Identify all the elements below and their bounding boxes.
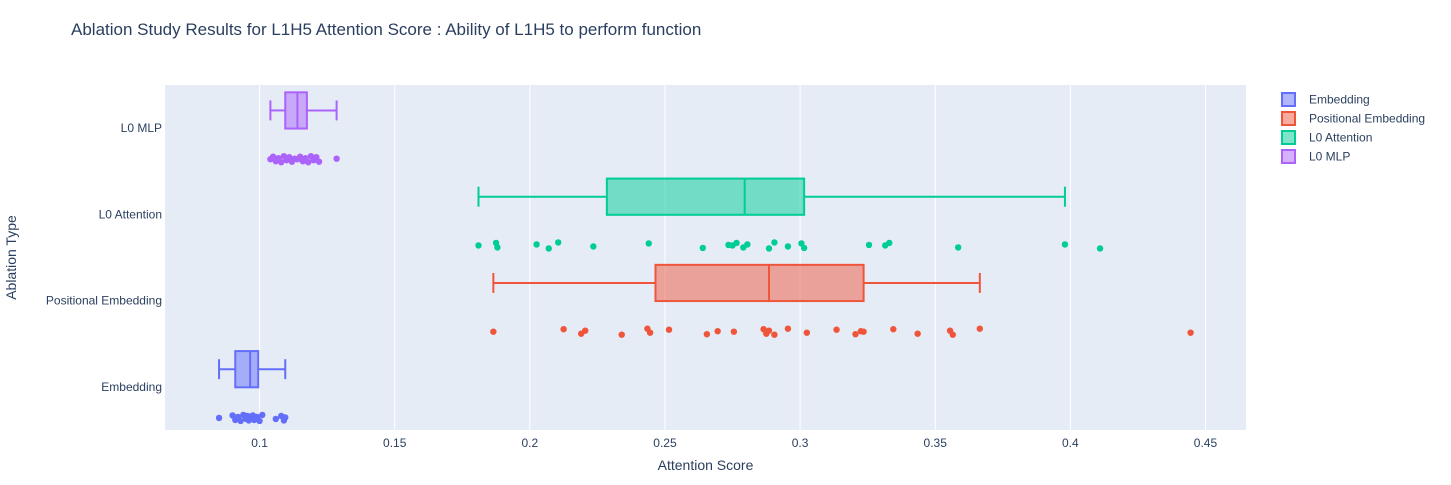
data-point (1096, 245, 1104, 252)
data-point (800, 244, 808, 252)
data-point (954, 244, 962, 251)
data-point (703, 330, 711, 338)
x-axis-title: Attention Score (658, 457, 754, 473)
data-point (803, 329, 811, 336)
grid (259, 85, 1206, 430)
data-point (730, 328, 738, 335)
x-tick-label: 0.15 (383, 436, 407, 450)
data-point (272, 415, 280, 423)
data-point (475, 242, 482, 249)
x-tick-label: 0.1 (251, 436, 268, 450)
y-tick-label: L0 Attention (99, 207, 162, 221)
data-point (744, 241, 751, 248)
data-point (490, 328, 497, 335)
data-point (733, 239, 740, 247)
data-point (865, 241, 873, 249)
data-point (765, 245, 773, 252)
data-point (860, 328, 867, 335)
data-point (645, 240, 652, 247)
legend-label: Embedding (1309, 93, 1370, 107)
x-tick-label: 0.4 (1062, 436, 1079, 450)
data-point (590, 243, 597, 250)
data-point (886, 239, 893, 247)
y-axis-title: Ablation Type (3, 215, 19, 300)
data-point (976, 325, 984, 332)
data-point (949, 331, 956, 338)
data-point (555, 239, 562, 246)
data-point (765, 327, 773, 334)
data-point (237, 417, 244, 425)
data-point (646, 329, 654, 336)
series-positional-embedding (490, 263, 1194, 338)
data-point (618, 331, 625, 338)
data-point (259, 411, 266, 419)
data-point (282, 414, 289, 421)
data-point (582, 327, 589, 334)
series-layer (215, 91, 1194, 425)
data-point (215, 414, 223, 422)
data-point (1061, 241, 1069, 248)
data-point (256, 417, 263, 425)
legend-label: L0 Attention (1309, 131, 1372, 145)
legend-label: Positional Embedding (1309, 112, 1425, 126)
data-point (333, 155, 340, 162)
data-point (278, 158, 285, 166)
legend-swatch (1281, 130, 1296, 145)
y-tick-labels: Embedding Positional Embedding L0 Attentio… (46, 121, 162, 394)
data-point (771, 239, 778, 246)
y-tick-label: Positional Embedding (46, 294, 162, 308)
box-iqr (654, 263, 865, 303)
x-tick-label: 0.45 (1194, 436, 1218, 450)
box-iqr (234, 350, 260, 389)
y-tick-label: Embedding (101, 380, 162, 394)
legend: Embedding Positional Embedding L0 Attentio… (1281, 92, 1425, 164)
data-point (890, 325, 897, 333)
plot-area (165, 85, 1246, 430)
data-point (699, 244, 706, 252)
data-point (315, 158, 323, 165)
legend-label: L0 MLP (1309, 150, 1350, 164)
data-point (560, 325, 567, 333)
box-iqr (605, 177, 806, 216)
data-point (305, 158, 312, 166)
legend-swatch (1281, 92, 1296, 107)
legend-swatch (1281, 149, 1296, 164)
y-tick-label: L0 MLP (121, 121, 162, 135)
data-point (784, 243, 792, 250)
data-point (852, 330, 859, 338)
series-l0-mlp (267, 91, 340, 166)
series-l0-attention (475, 177, 1104, 252)
data-point (771, 331, 778, 338)
chart-title: Ablation Study Results for L1H5 Attentio… (71, 20, 701, 39)
x-tick-label: 0.25 (653, 436, 677, 450)
data-point (533, 241, 540, 248)
data-point (665, 326, 673, 333)
data-point (1187, 329, 1194, 336)
data-point (545, 245, 552, 252)
series-embedding (215, 350, 289, 425)
data-point (833, 326, 840, 333)
x-tick-label: 0.2 (521, 436, 538, 450)
data-point (714, 327, 721, 335)
x-tick-label: 0.35 (924, 436, 948, 450)
data-point (784, 325, 792, 332)
data-point (494, 244, 501, 251)
x-tick-label: 0.3 (792, 436, 809, 450)
x-tick-labels: 0.1 0.15 0.2 0.25 0.3 0.35 0.4 0.45 (251, 436, 1217, 450)
legend-swatch (1281, 111, 1296, 126)
box-iqr (284, 91, 308, 130)
data-point (914, 330, 921, 337)
